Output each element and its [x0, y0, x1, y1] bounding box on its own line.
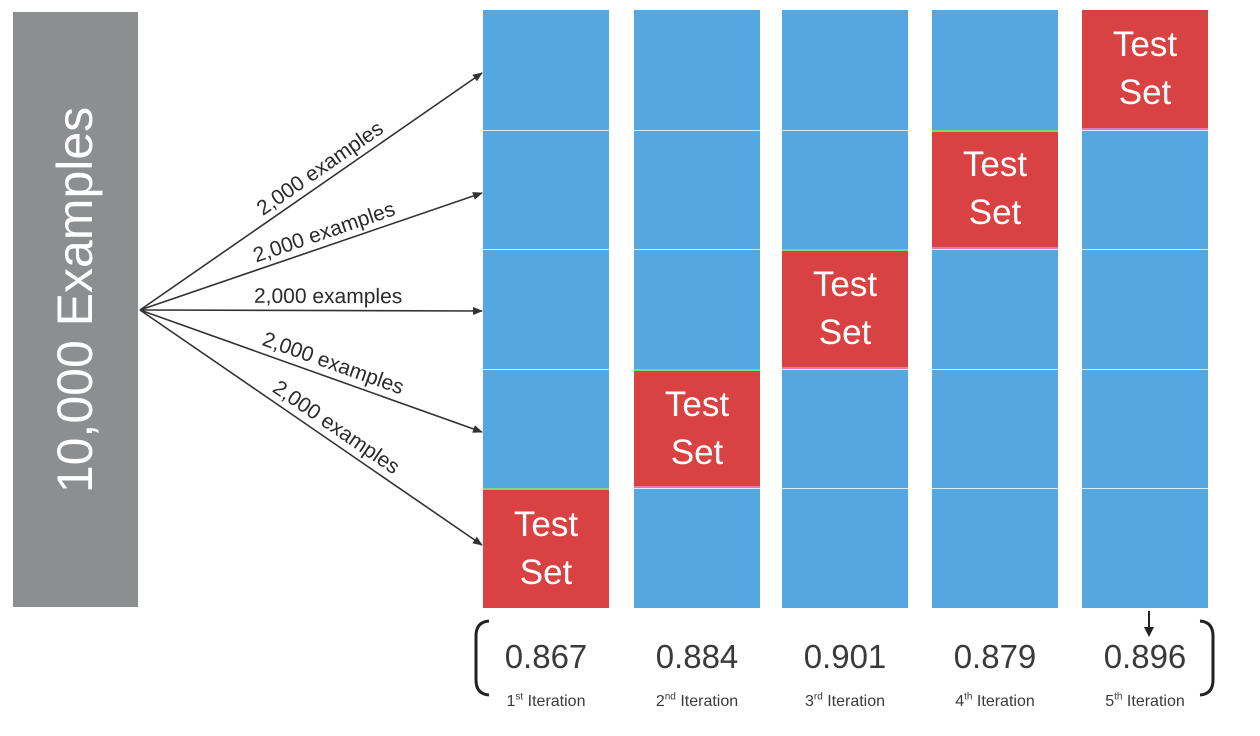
train-segment [483, 368, 609, 489]
test-set-label: Test Set [782, 261, 908, 357]
train-segment [932, 488, 1058, 608]
fold-column-5: Test Set [1082, 10, 1208, 608]
split-arrow-2 [139, 192, 483, 311]
train-segment [483, 249, 609, 369]
score-5: 0.896 [1103, 638, 1187, 675]
total-examples-box [13, 12, 138, 607]
train-segment [932, 10, 1058, 130]
score-1: 0.867 [504, 638, 588, 675]
score-3: 0.901 [803, 638, 887, 675]
test-set-label: Test Set [1082, 21, 1208, 117]
iteration-suffix: th [964, 691, 973, 703]
iteration-label-1: 1st Iteration [471, 691, 621, 710]
score-4: 0.879 [953, 638, 1037, 675]
train-segment [634, 488, 760, 608]
train-segment [1082, 368, 1208, 489]
iteration-label-4: 4th Iteration [920, 691, 1070, 710]
split-arrow-1 [139, 72, 483, 311]
test-set-label: Test Set [483, 501, 609, 597]
split-arrow-3 [139, 306, 483, 315]
train-segment [634, 10, 760, 130]
fold-column-2: Test Set [634, 10, 760, 608]
test-label-line1: Test [664, 384, 730, 424]
test-set-segment: Test Set [1082, 10, 1208, 130]
test-set-label: Test Set [634, 381, 760, 477]
iteration-suffix: rd [813, 691, 823, 703]
split-arrow-5 [139, 309, 483, 546]
left-bracket [474, 619, 490, 697]
score-2: 0.884 [655, 638, 739, 675]
train-segment [1082, 129, 1208, 250]
iteration-number: 5 [1105, 693, 1115, 710]
test-label-line1: Test [513, 505, 579, 545]
test-set-label: Test Set [932, 141, 1058, 237]
iteration-suffix: nd [664, 691, 676, 703]
final-score-arrow-head [1144, 627, 1154, 637]
right-bracket [1199, 619, 1215, 697]
iteration-number: 1 [506, 693, 516, 710]
train-segment [483, 129, 609, 250]
iteration-label-3: 3rd Iteration [770, 691, 920, 710]
train-segment [634, 129, 760, 250]
test-label-line1: Test [1112, 24, 1178, 64]
train-segment [932, 249, 1058, 369]
iteration-number: 4 [955, 693, 965, 710]
iteration-suffix: st [515, 691, 524, 703]
split-arrow-4 [139, 309, 483, 433]
iteration-label-2: 2nd Iteration [622, 691, 772, 710]
iteration-word: Iteration [1122, 693, 1185, 710]
test-label-line2: Set [519, 553, 573, 593]
test-label-line2: Set [968, 193, 1022, 233]
train-segment [1082, 249, 1208, 369]
train-segment [1082, 488, 1208, 608]
iteration-number: 3 [804, 693, 814, 710]
test-set-segment: Test Set [634, 368, 760, 489]
iteration-number: 2 [655, 693, 665, 710]
fold-column-1: Test Set [483, 10, 609, 608]
iteration-word: Iteration [972, 693, 1035, 710]
test-label-line1: Test [962, 145, 1028, 185]
iteration-suffix: th [1114, 691, 1123, 703]
fold-column-3: Test Set [782, 10, 908, 608]
test-label-line2: Set [818, 312, 872, 352]
iteration-word: Iteration [822, 693, 886, 710]
train-segment [932, 368, 1058, 489]
fold-column-4: Test Set [932, 10, 1058, 608]
iteration-word: Iteration [523, 693, 586, 710]
test-set-segment: Test Set [932, 129, 1058, 250]
iteration-word: Iteration [675, 693, 739, 710]
train-segment [782, 129, 908, 250]
test-set-segment: Test Set [782, 249, 908, 369]
test-label-line2: Set [670, 432, 724, 472]
train-segment [782, 10, 908, 130]
test-label-line1: Test [812, 264, 878, 304]
test-label-line2: Set [1118, 72, 1172, 112]
test-set-segment: Test Set [483, 488, 609, 608]
train-segment [634, 249, 760, 369]
train-segment [782, 488, 908, 608]
iteration-label-5: 5th Iteration [1070, 691, 1220, 710]
train-segment [782, 368, 908, 489]
train-segment [483, 10, 609, 130]
